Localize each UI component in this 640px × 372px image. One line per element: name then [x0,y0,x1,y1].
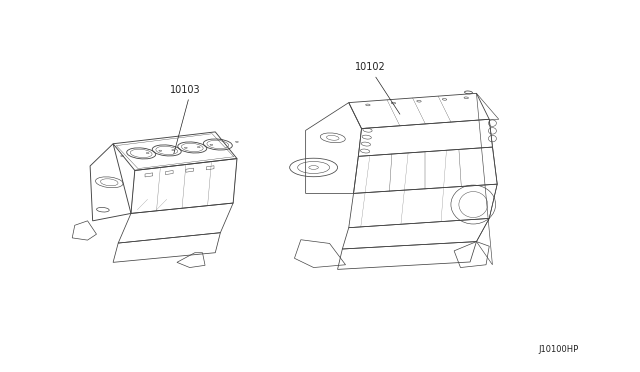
Text: 10103: 10103 [170,85,200,94]
Text: 10102: 10102 [355,62,386,73]
Text: J10100HP: J10100HP [538,344,579,353]
